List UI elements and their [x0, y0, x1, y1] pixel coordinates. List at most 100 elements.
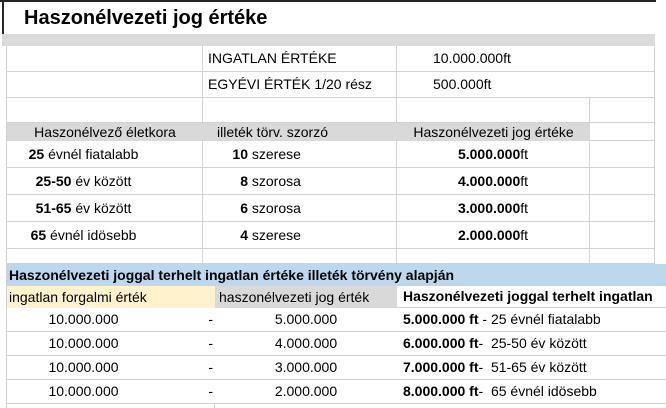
cell-empty[interactable]: [160, 222, 203, 249]
result-rest: - 51-65 év között: [478, 359, 587, 376]
cell-empty[interactable]: [590, 98, 655, 123]
cell-property-value[interactable]: 10.000.000ft: [397, 46, 590, 72]
cell-minus[interactable]: -: [160, 356, 215, 380]
cell-property-label[interactable]: INGATLAN ÉRTÉKE: [203, 46, 397, 72]
cell-margin[interactable]: [0, 222, 7, 249]
cell-margin[interactable]: [0, 46, 7, 72]
cell-market-value[interactable]: 10.000.000: [7, 356, 160, 380]
cell-empty[interactable]: [655, 46, 666, 72]
cell-margin[interactable]: [0, 123, 7, 141]
cell-usufruct-value[interactable]: 4.000.000 ft: [397, 168, 590, 195]
cell-empty[interactable]: [655, 168, 666, 195]
cell-usufruct[interactable]: 3.000.000: [215, 356, 397, 380]
cell-empty[interactable]: [7, 46, 203, 72]
cell-empty[interactable]: [203, 98, 397, 123]
cell-margin[interactable]: [0, 380, 7, 404]
cell-empty[interactable]: [655, 72, 666, 98]
cell-empty[interactable]: [7, 249, 203, 264]
cell-margin[interactable]: [0, 332, 7, 356]
cell-empty[interactable]: [203, 222, 215, 249]
cell-empty[interactable]: [203, 249, 397, 264]
cell-margin[interactable]: [0, 249, 7, 264]
cell-empty[interactable]: [7, 98, 203, 123]
cell-margin[interactable]: [0, 195, 7, 222]
cell-empty[interactable]: [655, 141, 666, 168]
cell-empty[interactable]: [203, 168, 215, 195]
cell-empty[interactable]: [655, 98, 666, 123]
cell-margin[interactable]: [0, 356, 7, 380]
cell-multiplier[interactable]: 10 szerese: [215, 141, 397, 168]
cell-empty[interactable]: [7, 72, 203, 98]
cell-empty[interactable]: [590, 249, 655, 264]
cell-multiplier[interactable]: 4 szerese: [215, 222, 397, 249]
cell-empty[interactable]: [655, 195, 666, 222]
cell-age[interactable]: 25-50 év között: [7, 168, 160, 195]
cell-empty[interactable]: [655, 249, 666, 264]
cell-result[interactable]: 6.000.000 ft - 25-50 év között: [397, 332, 666, 356]
cell-multiplier[interactable]: 8 szorosa: [215, 168, 397, 195]
info-row: INGATLAN ÉRTÉKE 10.000.000ft: [0, 46, 666, 72]
cell-margin[interactable]: [0, 141, 7, 168]
cell-empty[interactable]: [590, 168, 655, 195]
section-banner[interactable]: Haszonélvezeti joggal terhelt ingatlan é…: [7, 264, 666, 286]
cell-market-value[interactable]: 10.000.000: [7, 308, 160, 332]
cell-margin[interactable]: [0, 308, 7, 332]
cell-age[interactable]: 25 évnél fiatalabb: [7, 141, 160, 168]
cell-empty[interactable]: [655, 123, 666, 141]
cell-empty[interactable]: [160, 195, 203, 222]
cell-empty[interactable]: [590, 222, 655, 249]
cell-margin[interactable]: [0, 286, 7, 308]
cell-result[interactable]: 8.000.000 ft - 65 évnél idösebb: [397, 380, 666, 404]
cell-empty[interactable]: [203, 123, 215, 141]
market-value: 10.000.000: [48, 359, 119, 376]
cell-minus[interactable]: -: [160, 308, 215, 332]
header-market-value[interactable]: ingatlan forgalmi érték: [7, 286, 215, 308]
cell-usufruct-value[interactable]: 2.000.000 ft: [397, 222, 590, 249]
cell-margin[interactable]: [0, 72, 7, 98]
cell-minus[interactable]: -: [160, 332, 215, 356]
multiplier-bold: 4: [240, 226, 248, 243]
multiplier-rest: szerese: [248, 145, 301, 162]
cell-empty[interactable]: [7, 404, 215, 408]
cell-age[interactable]: 65 évnél idösebb: [7, 222, 160, 249]
cell-margin[interactable]: [0, 264, 7, 286]
cell-empty[interactable]: [160, 141, 203, 168]
cell-usufruct-value[interactable]: 5.000.000 ft: [397, 141, 590, 168]
cell-empty[interactable]: [590, 46, 655, 72]
cell-empty[interactable]: [590, 141, 655, 168]
cell-empty[interactable]: [655, 222, 666, 249]
multiplier-bold: 6: [240, 199, 248, 216]
cell-market-value[interactable]: 10.000.000: [7, 332, 160, 356]
cell-minus[interactable]: -: [160, 380, 215, 404]
cell-margin[interactable]: [0, 168, 7, 195]
cell-empty[interactable]: [590, 123, 655, 141]
cell-yearly-label[interactable]: EGYÉVI ÉRTÉK 1/20 rész: [203, 72, 397, 98]
cell-empty[interactable]: [160, 168, 203, 195]
cell-result[interactable]: 5.000.000 ft - 25 évnél fiatalabb: [397, 308, 666, 332]
value-rest: ft: [520, 199, 529, 216]
cell-empty[interactable]: [397, 249, 590, 264]
cell-empty[interactable]: [590, 72, 655, 98]
header-multiplier[interactable]: illeték törv. szorzó: [215, 123, 397, 141]
cell-usufruct[interactable]: 4.000.000: [215, 332, 397, 356]
cell-margin[interactable]: [0, 98, 7, 123]
value-bold: 2.000.000: [457, 226, 521, 243]
cell-usufruct[interactable]: 2.000.000: [215, 380, 397, 404]
page-title-cell[interactable]: Haszonélvezeti jog értéke: [2, 2, 656, 34]
header-age[interactable]: Haszonélvező életkora: [7, 123, 203, 141]
cell-age[interactable]: 51-65 év között: [7, 195, 160, 222]
cell-market-value[interactable]: 10.000.000: [7, 380, 160, 404]
cell-empty[interactable]: [203, 141, 215, 168]
cell-empty[interactable]: [397, 98, 590, 123]
cell-usufruct-value[interactable]: 3.000.000 ft: [397, 195, 590, 222]
header-usufruct[interactable]: haszonélvezeti jog érték: [215, 286, 397, 308]
header-usufruct-value[interactable]: Haszonélvezeti jog értéke: [397, 123, 590, 141]
cell-yearly-value[interactable]: 500.000ft: [397, 72, 590, 98]
cell-usufruct[interactable]: 5.000.000: [215, 308, 397, 332]
cell-empty[interactable]: [203, 195, 215, 222]
header-result[interactable]: Haszonélvezeti joggal terhelt ingatlan: [397, 286, 666, 308]
cell-margin[interactable]: [0, 404, 7, 408]
cell-multiplier[interactable]: 6 szorosa: [215, 195, 397, 222]
cell-result[interactable]: 7.000.000 ft - 51-65 év között: [397, 356, 666, 380]
cell-empty[interactable]: [590, 195, 655, 222]
